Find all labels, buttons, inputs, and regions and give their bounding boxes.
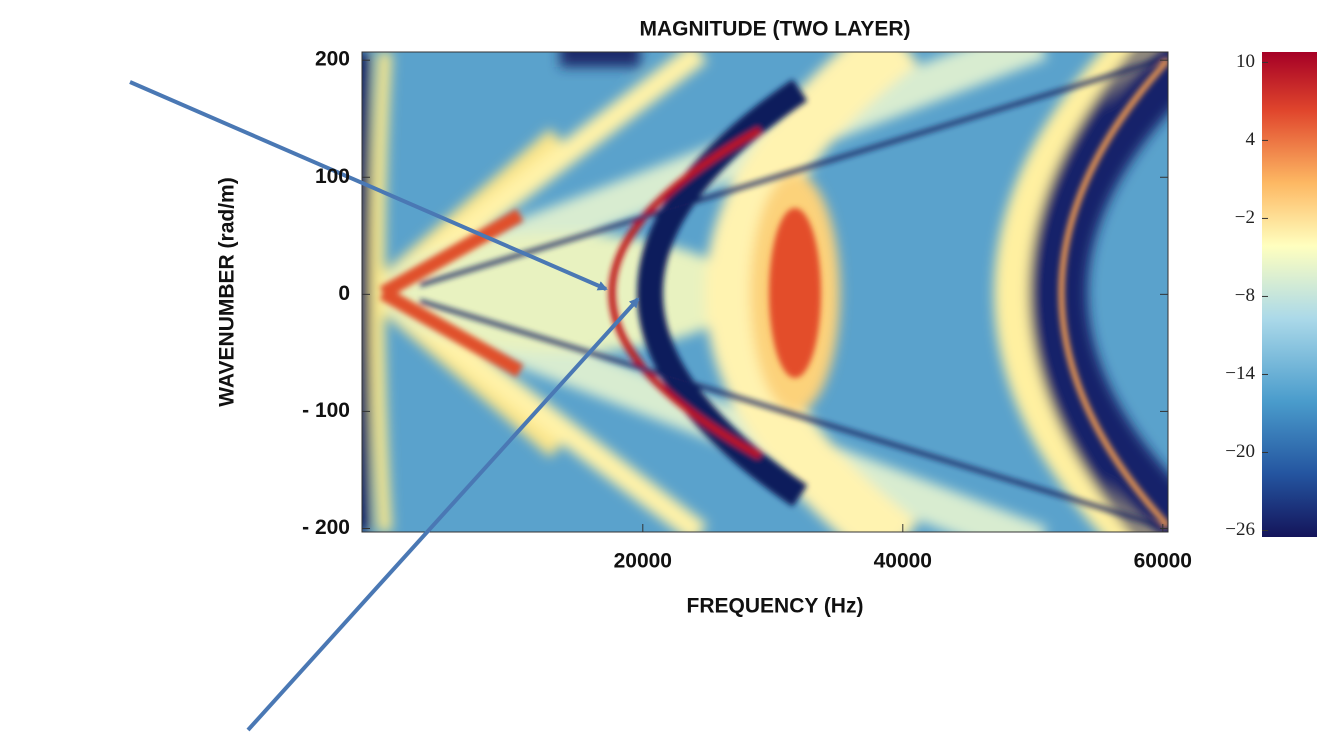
colorbar-tick-label: −26 xyxy=(1225,519,1255,540)
y-tick-label: - 200 xyxy=(302,516,350,539)
x-tick-label: 60000 xyxy=(1134,550,1192,573)
y-tick-label: 0 xyxy=(338,282,350,305)
colorbar-tick-label: −20 xyxy=(1225,441,1255,462)
chart-title: MAGNITUDE (TWO LAYER) xyxy=(639,18,910,41)
plot-frame xyxy=(361,51,1169,533)
x-tick-label: 20000 xyxy=(614,550,672,573)
arrow xyxy=(129,80,608,291)
x-axis-label: FREQUENCY (Hz) xyxy=(687,595,864,618)
y-axis-label: WAVENUMBER (rad/m) xyxy=(216,177,239,406)
arrow xyxy=(246,297,640,732)
colorbar-tick-label: −2 xyxy=(1235,207,1255,228)
colorbar xyxy=(1262,52,1317,537)
y-tick-label: - 100 xyxy=(302,399,350,422)
y-tick-label: 200 xyxy=(315,48,350,71)
colorbar-tick-label: −8 xyxy=(1235,285,1255,306)
heatmap-field xyxy=(362,52,1168,532)
colorbar-tick-label: 10 xyxy=(1236,51,1255,72)
colorbar-tick-label: 4 xyxy=(1246,129,1256,150)
y-tick-label: 100 xyxy=(315,165,350,188)
colorbar-tick-label: −14 xyxy=(1225,363,1255,384)
x-tick-label: 40000 xyxy=(874,550,932,573)
